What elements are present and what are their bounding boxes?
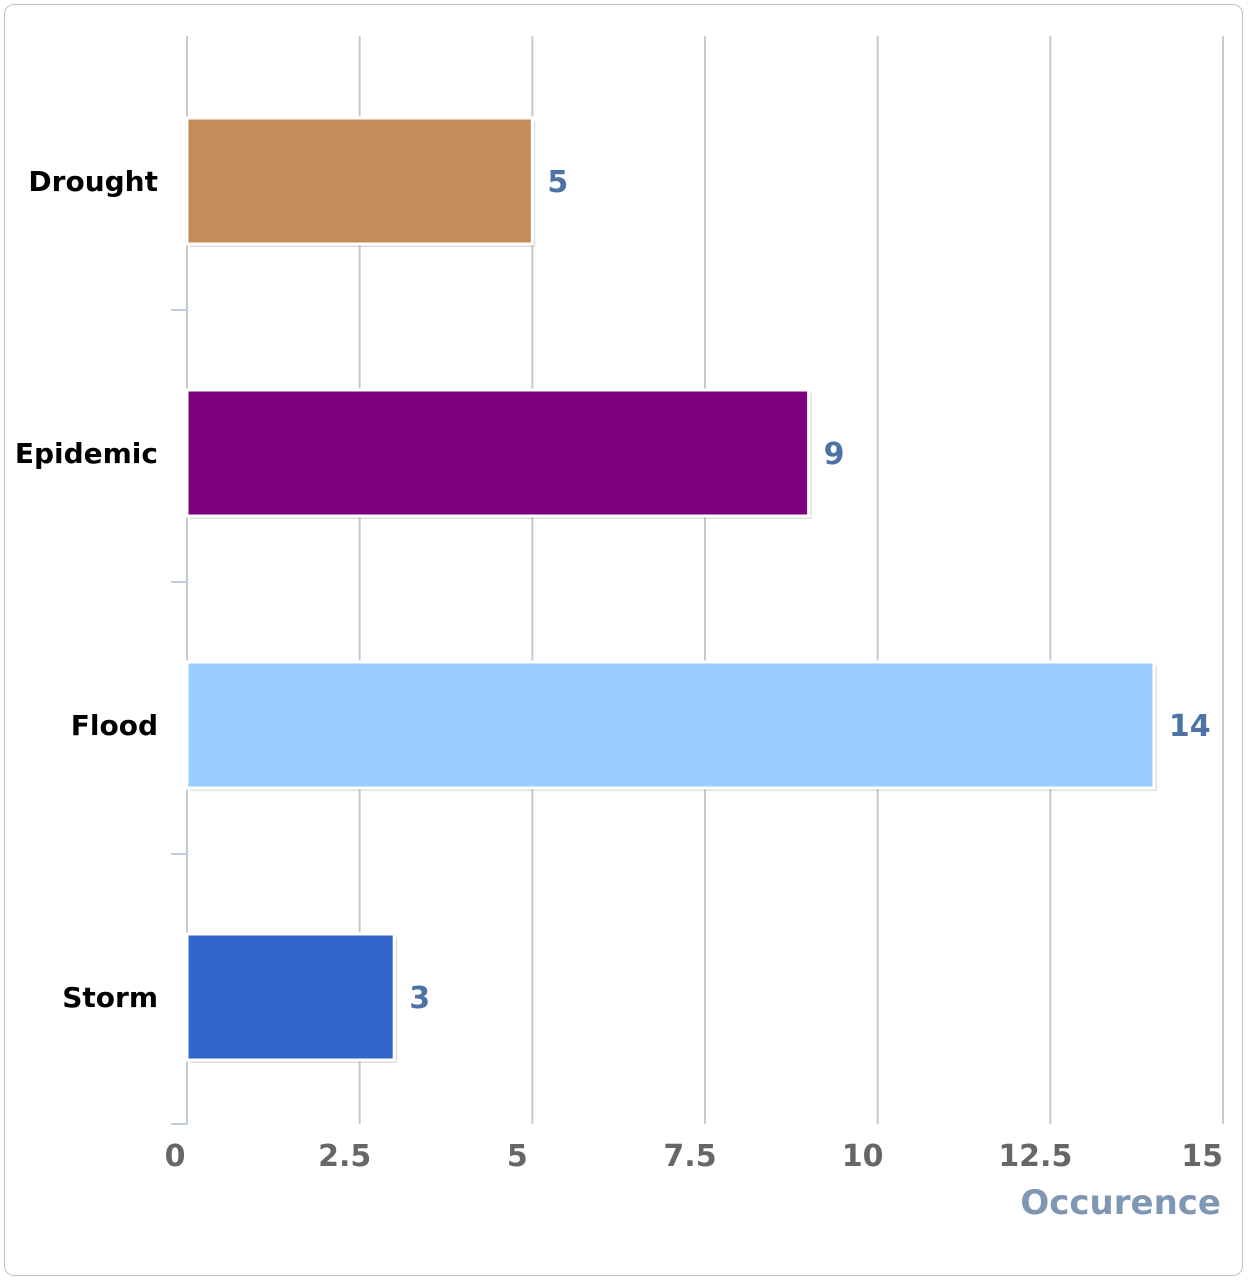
category-label: Storm bbox=[62, 981, 158, 1014]
x-tick-label: 5 bbox=[507, 1139, 528, 1174]
bar-drought[interactable] bbox=[185, 116, 534, 246]
data-labels: 5 9 14 3 bbox=[409, 165, 1210, 1016]
bar-storm[interactable] bbox=[185, 932, 396, 1062]
bar-flood[interactable] bbox=[185, 660, 1156, 790]
category-axis bbox=[171, 36, 188, 1125]
data-label: 14 bbox=[1169, 709, 1211, 744]
data-label: 9 bbox=[824, 437, 845, 472]
data-label: 5 bbox=[547, 165, 568, 200]
x-tick-labels: 0 2.5 5 7.5 10 12.5 15 bbox=[165, 1139, 1223, 1174]
x-axis-title: Occurence bbox=[1020, 1183, 1221, 1223]
x-tick-label: 0 bbox=[165, 1139, 186, 1174]
x-tick-label: 12.5 bbox=[998, 1139, 1072, 1174]
x-tick-label: 7.5 bbox=[663, 1139, 716, 1174]
category-labels: Drought Epidemic Flood Storm bbox=[15, 165, 158, 1014]
bar-epidemic[interactable] bbox=[185, 388, 811, 518]
x-tick-label: 15 bbox=[1181, 1139, 1223, 1174]
category-label: Epidemic bbox=[15, 437, 158, 470]
category-label: Flood bbox=[71, 709, 158, 742]
x-tick-label: 2.5 bbox=[318, 1139, 371, 1174]
data-label: 3 bbox=[409, 981, 430, 1016]
category-label: Drought bbox=[28, 165, 158, 198]
bars bbox=[185, 116, 1157, 1063]
x-tick-label: 10 bbox=[842, 1139, 884, 1174]
